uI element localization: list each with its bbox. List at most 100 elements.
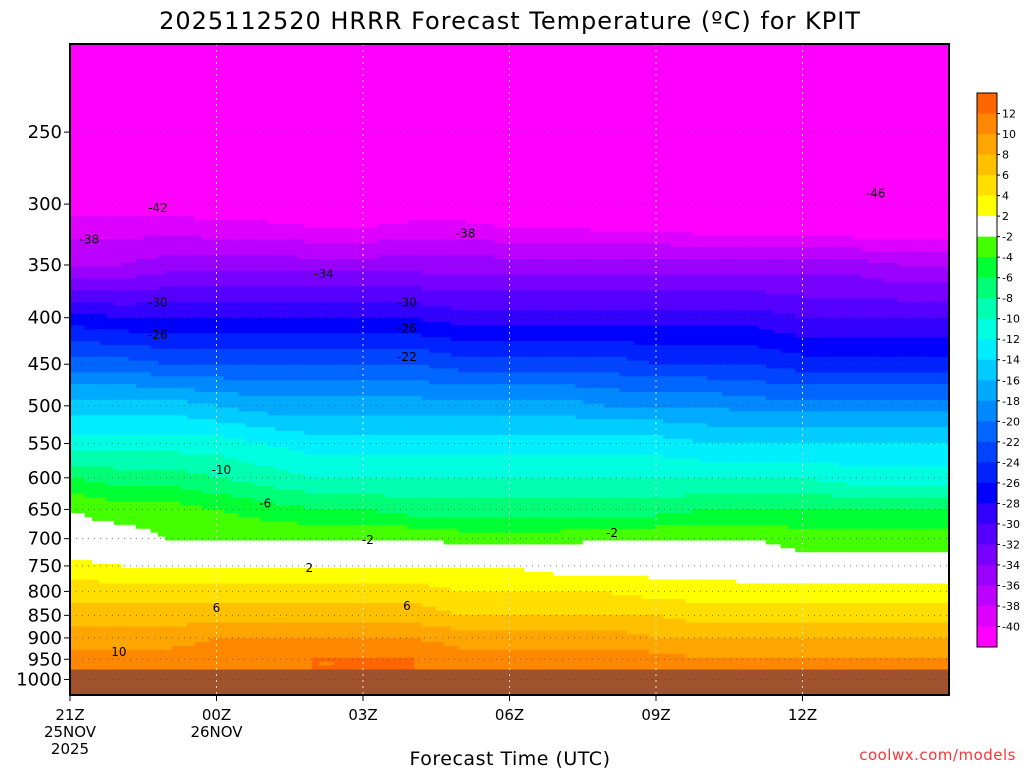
temp-cell [458, 180, 467, 186]
temp-cell [363, 63, 371, 69]
temp-cell [443, 67, 452, 72]
temp-cell [172, 145, 181, 151]
temp-cell [502, 102, 511, 108]
temp-cell [656, 51, 664, 57]
temp-cell [626, 51, 635, 57]
temp-cell [70, 110, 78, 115]
temp-cell [443, 83, 452, 88]
temp-cell [905, 192, 913, 198]
temp-cell [209, 169, 218, 174]
temp-cell [502, 161, 511, 166]
temp-cell [282, 133, 291, 139]
temp-cell [304, 94, 313, 100]
temp-cell [121, 184, 130, 190]
temp-cell [560, 47, 569, 53]
temp-cell [187, 196, 196, 201]
temp-cell [780, 83, 789, 88]
temp-cell [91, 169, 100, 174]
temp-cell [399, 94, 408, 100]
temp-cell [502, 55, 511, 61]
temp-cell [883, 130, 891, 135]
temp-cell [531, 184, 540, 190]
temp-cell [582, 55, 591, 61]
temp-cell [121, 55, 130, 61]
temp-cell [538, 90, 547, 96]
temp-cell [472, 153, 481, 158]
temp-cell [538, 126, 547, 131]
temp-cell [582, 196, 591, 201]
temp-cell [780, 188, 789, 194]
temp-cell [179, 137, 188, 143]
temp-cell [773, 55, 782, 61]
temp-cell [751, 102, 760, 108]
temp-cell [194, 192, 203, 198]
temp-cell [494, 44, 503, 49]
temp-cell [370, 118, 379, 123]
temp-cell [297, 71, 305, 76]
temp-cell [502, 122, 511, 127]
temp-cell [714, 169, 723, 174]
temp-cell [663, 184, 672, 190]
temp-cell [516, 59, 525, 65]
temp-cell [179, 59, 188, 65]
temp-cell [194, 75, 203, 80]
temp-cell [575, 141, 584, 147]
temp-cell [582, 102, 591, 108]
temp-cell [245, 55, 254, 61]
temp-cell [758, 141, 767, 147]
temp-cell [194, 126, 203, 131]
temp-cell [868, 79, 877, 84]
temp-cell [839, 106, 848, 112]
temp-cell [143, 196, 152, 201]
temp-cell [641, 122, 650, 127]
temp-cell [355, 47, 364, 53]
temp-cell [150, 161, 159, 166]
temp-cell [787, 118, 796, 123]
temp-cell [289, 122, 298, 127]
temp-cell [670, 90, 679, 96]
temp-cell [275, 130, 284, 135]
temp-cell [216, 55, 225, 61]
temp-cell [165, 133, 174, 139]
temp-cell [216, 51, 225, 57]
temp-cell [721, 137, 730, 143]
temp-cell [238, 141, 247, 147]
temp-cell [641, 94, 650, 100]
temp-cell [143, 180, 152, 186]
temp-cell [934, 51, 943, 57]
temp-cell [135, 98, 144, 104]
temp-cell [245, 94, 254, 100]
temp-cell [458, 196, 467, 201]
temp-cell [311, 141, 320, 147]
temp-cell [553, 110, 562, 115]
temp-cell [751, 63, 760, 69]
temp-cell [77, 90, 86, 96]
temp-cell [370, 79, 379, 84]
temp-cell [905, 44, 913, 49]
temp-cell [897, 114, 906, 119]
temp-cell [538, 102, 547, 108]
temp-cell [275, 79, 284, 84]
temp-cell [941, 67, 949, 72]
temp-cell [721, 141, 730, 147]
temp-cell [780, 196, 789, 201]
temp-cell [392, 200, 401, 205]
temp-cell [231, 141, 240, 147]
temp-cell [143, 161, 152, 166]
temp-cell [355, 79, 364, 84]
temp-cell [135, 176, 144, 182]
temp-cell [648, 149, 657, 155]
temp-cell [912, 141, 921, 147]
temp-cell [802, 161, 811, 166]
temp-cell [839, 173, 848, 178]
temp-cell [538, 180, 547, 186]
temp-cell [231, 94, 240, 100]
temp-cell [311, 204, 320, 209]
temp-cell [853, 176, 862, 182]
temp-cell [619, 71, 628, 76]
temp-cell [897, 130, 906, 135]
temp-cell [377, 118, 386, 123]
temp-cell [934, 71, 943, 76]
temp-cell [91, 44, 100, 49]
temp-cell [780, 145, 789, 151]
